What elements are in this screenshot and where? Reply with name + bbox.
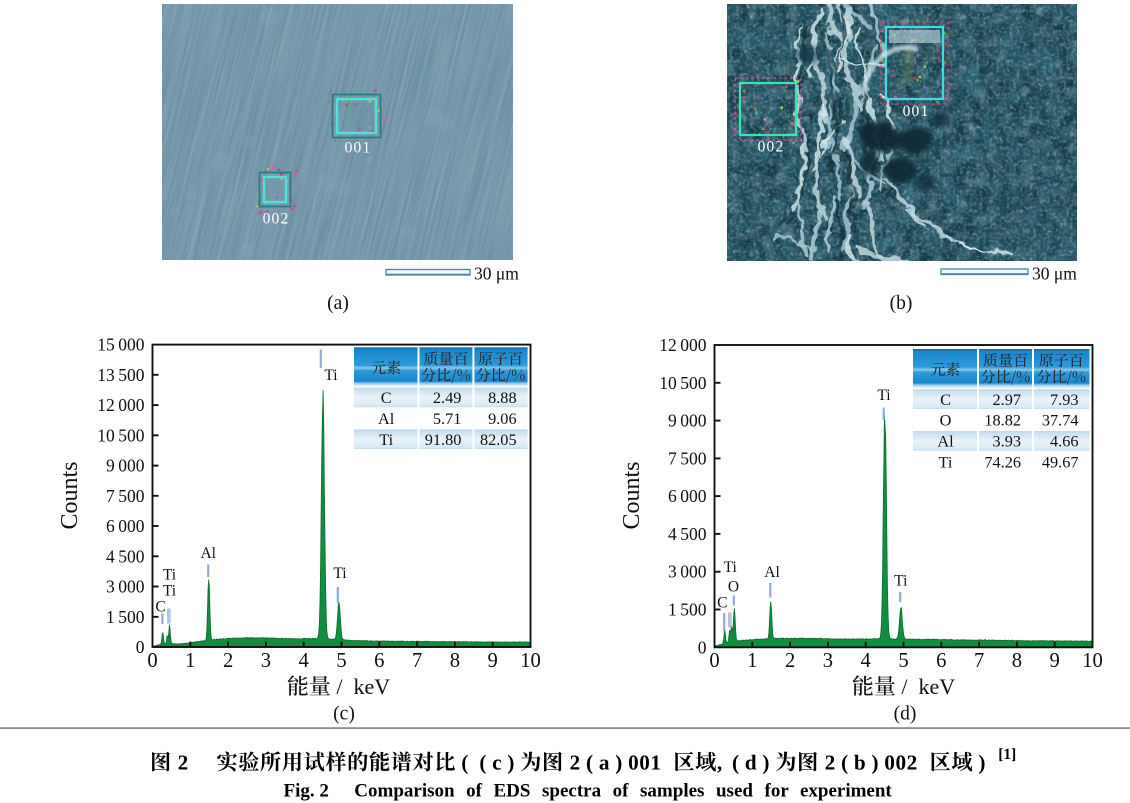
svg-text:49.67: 49.67 — [1042, 453, 1079, 472]
svg-text:12 000: 12 000 — [97, 395, 145, 415]
svg-text:Fig. 2: Fig. 2 — [284, 781, 329, 802]
svg-text:/ keV: / keV — [331, 674, 390, 699]
svg-text:3.93: 3.93 — [993, 432, 1022, 451]
svg-text:0: 0 — [136, 637, 145, 657]
svg-text:1 500: 1 500 — [668, 600, 707, 620]
svg-text:82.05: 82.05 — [480, 430, 517, 449]
svg-text:Ti: Ti — [333, 565, 347, 582]
svg-text:6 000: 6 000 — [668, 486, 707, 506]
svg-text:7.93: 7.93 — [1050, 390, 1079, 409]
svg-text:(c): (c) — [333, 704, 355, 725]
svg-text:4 500: 4 500 — [668, 524, 707, 544]
svg-text:4: 4 — [299, 650, 309, 672]
svg-text:Al: Al — [200, 545, 216, 562]
svg-text:5: 5 — [898, 650, 908, 672]
svg-text:13 500: 13 500 — [97, 365, 145, 385]
svg-text:Al: Al — [937, 432, 954, 451]
svg-text:0: 0 — [698, 637, 707, 657]
svg-text:6 000: 6 000 — [106, 516, 145, 536]
svg-text:9 000: 9 000 — [106, 456, 145, 476]
svg-text:3: 3 — [261, 650, 271, 672]
svg-text:2.97: 2.97 — [993, 390, 1022, 409]
svg-text:0: 0 — [147, 650, 157, 672]
svg-text:9.06: 9.06 — [488, 409, 517, 428]
svg-text:7 500: 7 500 — [106, 486, 145, 506]
svg-text:10: 10 — [520, 650, 541, 672]
svg-text:Ti: Ti — [939, 453, 953, 472]
svg-text:001: 001 — [345, 140, 372, 157]
svg-text:Counts: Counts — [619, 461, 645, 529]
svg-text:2: 2 — [223, 650, 233, 672]
svg-text:30 μm: 30 μm — [1032, 264, 1077, 284]
svg-text:Ti: Ti — [877, 387, 891, 404]
svg-text:5: 5 — [336, 650, 346, 672]
svg-text:9: 9 — [1050, 650, 1060, 672]
svg-text:Ti: Ti — [163, 567, 177, 584]
svg-text:2.49: 2.49 — [433, 388, 462, 407]
svg-text:002: 002 — [263, 211, 290, 228]
svg-text:37.74: 37.74 — [1042, 411, 1079, 430]
svg-text:8: 8 — [1012, 650, 1022, 672]
svg-text:8: 8 — [450, 650, 460, 672]
svg-text:7: 7 — [974, 650, 984, 672]
svg-text:C: C — [717, 595, 727, 612]
svg-text:Ti: Ti — [163, 583, 177, 600]
svg-text:Al: Al — [378, 409, 395, 428]
svg-text:O: O — [940, 411, 952, 430]
svg-text:3 000: 3 000 — [106, 577, 145, 597]
svg-text:Ti: Ti — [324, 367, 338, 384]
svg-text:(a): (a) — [327, 293, 349, 314]
svg-text:/ keV: / keV — [896, 674, 955, 699]
svg-text:2: 2 — [785, 650, 795, 672]
svg-text:C: C — [381, 388, 392, 407]
svg-text:(b): (b) — [890, 293, 913, 314]
svg-text:10 500: 10 500 — [659, 373, 707, 393]
svg-text:7: 7 — [412, 650, 422, 672]
svg-text:10 500: 10 500 — [97, 425, 145, 445]
svg-text:Ti: Ti — [894, 573, 908, 590]
svg-text:30 μm: 30 μm — [474, 264, 519, 284]
svg-text:10: 10 — [1082, 650, 1103, 672]
svg-text:8.88: 8.88 — [488, 388, 517, 407]
svg-text:C: C — [940, 390, 951, 409]
svg-text:0: 0 — [709, 650, 719, 672]
svg-text:9 000: 9 000 — [668, 411, 707, 431]
svg-text:5.71: 5.71 — [433, 409, 462, 428]
svg-text:4.66: 4.66 — [1050, 432, 1079, 451]
svg-text:Comparison of EDS spectra of s: Comparison of EDS spectra of samples use… — [354, 781, 892, 802]
svg-text:9: 9 — [488, 650, 498, 672]
svg-text:1: 1 — [185, 650, 195, 672]
svg-text:001: 001 — [903, 103, 930, 120]
svg-text:1 500: 1 500 — [106, 607, 145, 627]
svg-text:3: 3 — [823, 650, 833, 672]
svg-text:91.80: 91.80 — [425, 430, 462, 449]
svg-text:18.82: 18.82 — [984, 411, 1021, 430]
svg-text:Ti: Ti — [724, 559, 738, 576]
svg-text:Counts: Counts — [57, 461, 83, 529]
svg-text:(d): (d) — [894, 704, 917, 725]
svg-text:6: 6 — [936, 650, 946, 672]
svg-text:15 000: 15 000 — [97, 335, 145, 355]
svg-text:Ti: Ti — [379, 430, 393, 449]
svg-text:002: 002 — [758, 139, 785, 156]
svg-text:O: O — [728, 579, 739, 596]
svg-text:7 500: 7 500 — [668, 448, 707, 468]
svg-text:74.26: 74.26 — [984, 453, 1021, 472]
svg-text:4 500: 4 500 — [106, 546, 145, 566]
svg-text:1: 1 — [747, 650, 757, 672]
svg-text:12 000: 12 000 — [659, 335, 707, 355]
svg-text:4: 4 — [861, 650, 871, 672]
svg-text:6: 6 — [374, 650, 384, 672]
svg-text:3 000: 3 000 — [668, 562, 707, 582]
svg-text:C: C — [155, 599, 165, 616]
svg-text:Al: Al — [764, 564, 780, 581]
